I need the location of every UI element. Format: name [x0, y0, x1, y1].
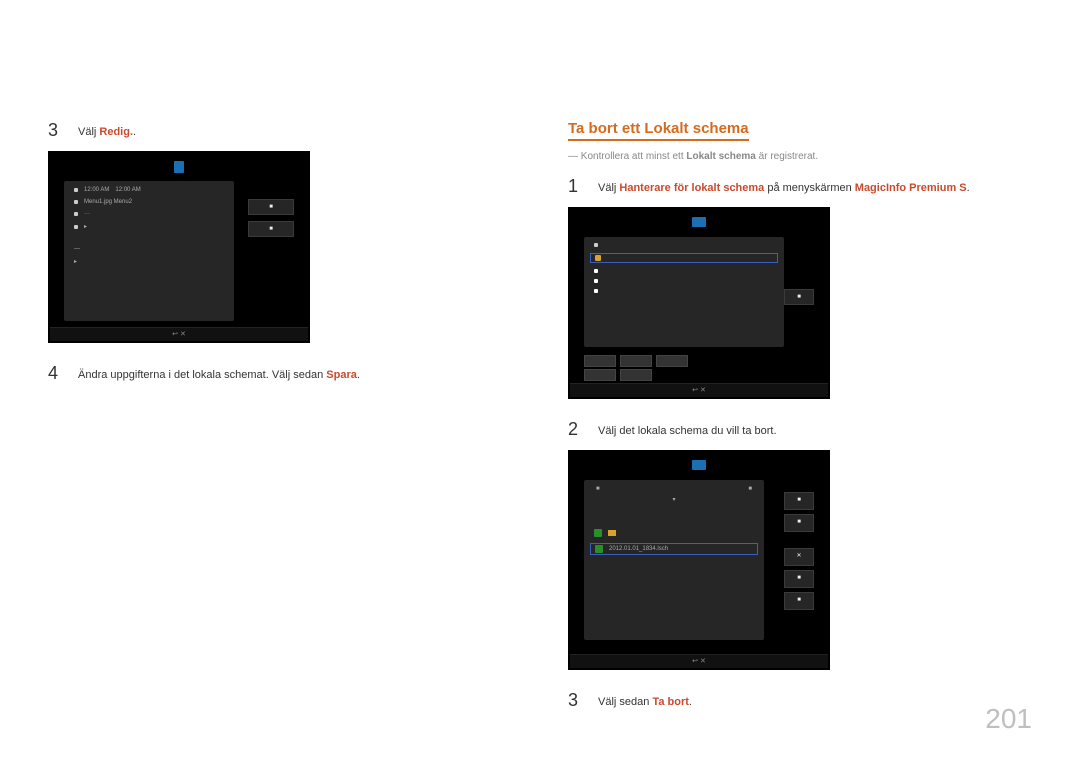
btn-a: ■ — [784, 492, 814, 510]
step-2-right: 2 Välj det lokala schema du vill ta bort… — [568, 419, 1032, 440]
left-column: 3 Välj Redig.. 12:00 AM12:00 AM Menu1.jp… — [48, 120, 512, 721]
step-number: 1 — [568, 176, 584, 197]
tab-row-1 — [584, 355, 688, 367]
check-icon — [594, 529, 602, 537]
side-button: ■ — [784, 289, 814, 305]
step-3-right: 3 Välj sedan Ta bort. — [568, 690, 1032, 711]
folder-list — [584, 237, 784, 347]
panel-footer: ↩ ✕ — [570, 383, 828, 397]
settings-list: 12:00 AM12:00 AM Menu1.jpg Menu2 ··· ▸ —… — [64, 181, 234, 321]
note: ― Kontrollera att minst ett Lokalt schem… — [568, 151, 1032, 162]
panel-icon — [692, 460, 706, 470]
screenshot-select-schedule: ■■ ▾ 2012.01.01_1834.lsch ■ ■ ✕ ■ ■ ↩ ✕ — [568, 450, 830, 670]
btn-c: ✕ — [784, 548, 814, 566]
section-title: Ta bort ett Lokalt schema — [568, 120, 749, 141]
btn-d: ■ — [784, 570, 814, 588]
ta-bort-label: Ta bort — [652, 696, 688, 708]
panel-icon — [174, 161, 184, 173]
step-number: 3 — [568, 690, 584, 711]
right-column: Ta bort ett Lokalt schema ― Kontrollera … — [568, 120, 1032, 721]
selected-row — [590, 253, 778, 263]
panel-footer: ↩ ✕ — [50, 327, 308, 341]
step-4-left: 4 Ändra uppgifterna i det lokala schemat… — [48, 363, 512, 384]
panel-icon — [692, 217, 706, 227]
step-text: Välj Hanterare för lokalt schema på meny… — [598, 176, 970, 197]
redig-label: Redig. — [99, 126, 133, 138]
step-text: Ändra uppgifterna i det lokala schemat. … — [78, 363, 360, 384]
folder-icon — [608, 530, 616, 536]
step-number: 2 — [568, 419, 584, 440]
screenshot-schedule-manager: ■ ↩ ✕ — [568, 207, 830, 399]
step-1-right: 1 Välj Hanterare för lokalt schema på me… — [568, 176, 1032, 197]
step-number: 4 — [48, 363, 64, 384]
page-number: 201 — [985, 703, 1032, 735]
check-icon — [595, 545, 603, 553]
btn-e: ■ — [784, 592, 814, 610]
step-text: Välj sedan Ta bort. — [598, 690, 692, 711]
screenshot-edit-schedule: 12:00 AM12:00 AM Menu1.jpg Menu2 ··· ▸ —… — [48, 151, 310, 343]
panel-footer: ↩ ✕ — [570, 654, 828, 668]
step-3-left: 3 Välj Redig.. — [48, 120, 512, 141]
selected-file-row: 2012.01.01_1834.lsch — [590, 543, 758, 555]
file-list: ■■ ▾ 2012.01.01_1834.lsch — [584, 480, 764, 640]
spara-label: Spara — [326, 369, 357, 381]
button-1: ■ — [248, 199, 294, 215]
step-text: Välj Redig.. — [78, 120, 136, 141]
step-number: 3 — [48, 120, 64, 141]
button-2: ■ — [248, 221, 294, 237]
step-text: Välj det lokala schema du vill ta bort. — [598, 419, 777, 440]
btn-b: ■ — [784, 514, 814, 532]
tab-row-2 — [584, 369, 652, 381]
